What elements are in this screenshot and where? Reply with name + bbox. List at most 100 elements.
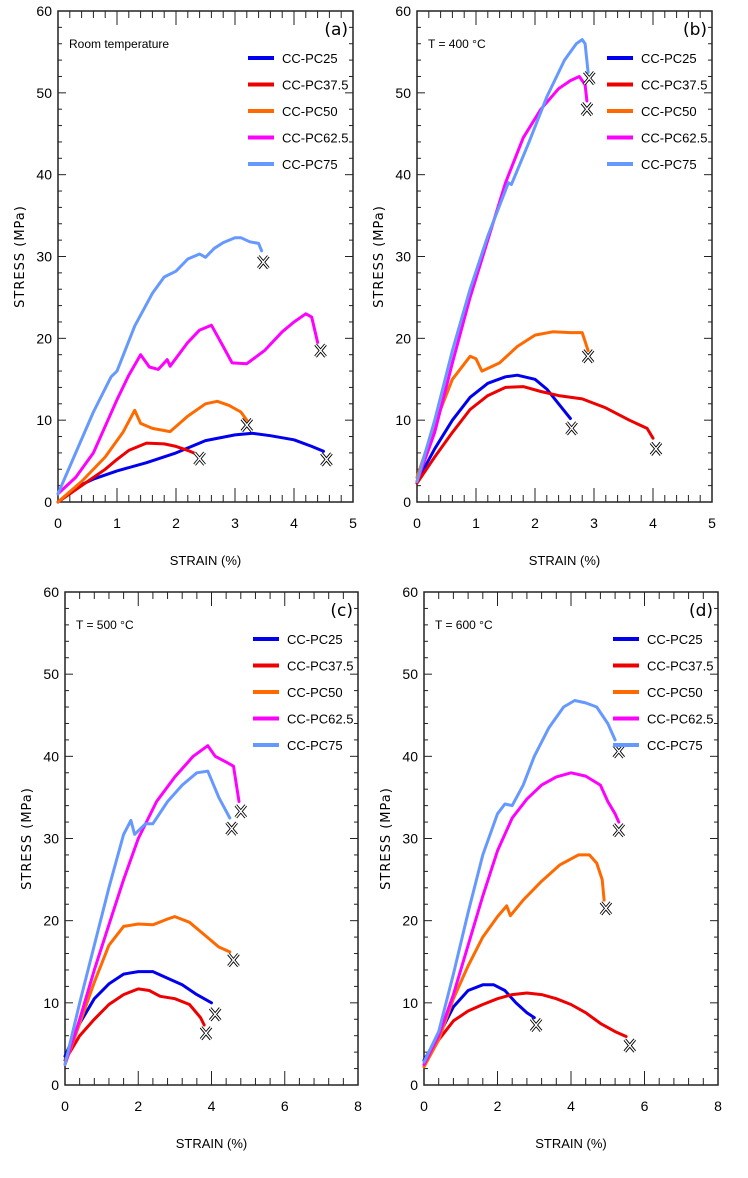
chart-panel-c: 0 2 4 6 8 0 10 20 30 40 50 60 STRAIN (%) STRESS (MPa)… [20,584,362,1151]
y-axis-title: STRESS (MPa) [20,787,35,890]
y-tick-label: 60 [43,584,59,600]
y-tick-label: 40 [36,167,52,183]
failure-x-inner [315,344,327,358]
y-tick-label: 20 [402,913,418,929]
legend-entry: CC-PC62.5 [287,712,353,727]
y-tick-label: 20 [36,330,52,346]
panel-label: (c) [330,601,353,621]
legend-entry: CC-PC50 [647,685,703,700]
legend-entry: CC-PC37.5 [282,78,348,93]
series-line-cc-pc50 [422,853,606,1069]
y-tick-label: 10 [402,995,418,1011]
legend-entry: CC-PC75 [287,738,343,753]
x-tick-label: 5 [349,515,357,531]
x-tick-label: 2 [172,515,180,531]
y-tick-label: 20 [395,330,411,346]
x-tick-label: 4 [567,1098,575,1114]
y-tick-label: 0 [51,1077,59,1093]
failure-x-inner [613,823,625,837]
x-tick-label: 1 [472,515,480,531]
legend-entry: CC-PC75 [641,157,697,172]
x-tick-label: 0 [54,515,62,531]
failure-marker [599,901,613,916]
series-line-cc-pc50 [56,399,249,504]
series-line-cc-pc37-5 [422,991,628,1066]
y-tick-label: 50 [395,85,411,101]
x-tick-label: 5 [708,515,716,531]
failure-x-inner [227,953,240,967]
y-tick-label: 50 [43,666,59,682]
y-tick-label: 60 [402,584,418,600]
failure-marker [581,349,595,364]
failure-x-inner [581,102,593,116]
failure-x-inner [226,822,238,836]
y-axis-title: STRESS (MPa) [379,787,394,890]
failure-x-inner [530,1018,542,1032]
x-tick-label: 8 [714,1098,722,1114]
series-line-cc-pc75 [63,769,232,1066]
x-tick-label: 3 [590,515,598,531]
x-tick-label: 0 [420,1098,428,1114]
legend-entry: CC-PC75 [647,738,703,753]
y-axis-title: STRESS (MPa) [372,205,387,308]
series-line-cc-pc50 [415,330,590,479]
legend: CC-PC25 CC-PC37.5 CC-PC50 CC-PC62.5 CC-PC75 [607,51,707,172]
series-line-cc-pc62-5 [422,771,621,1066]
failure-marker [623,1038,637,1053]
failure-x-inner [566,421,578,435]
failure-marker [583,71,596,86]
failure-marker [320,452,333,467]
failure-marker [565,421,578,436]
y-tick-label: 0 [44,494,52,510]
series-line-cc-pc37-5 [56,441,196,504]
failure-marker [227,953,240,968]
failure-x-inner [320,452,332,466]
series-line-cc-pc37-5 [63,987,206,1062]
y-tick-label: 40 [43,748,59,764]
failure-marker [208,1007,222,1022]
y-tick-label: 0 [403,494,411,510]
x-tick-label: 6 [641,1098,649,1114]
x-axis-title: STRAIN (%) [176,1136,248,1151]
legend-entry: CC-PC25 [641,51,697,66]
y-tick-label: 10 [36,412,52,428]
failure-marker [193,451,206,466]
y-tick-label: 30 [36,249,52,265]
legend-entry: CC-PC62.5 [641,131,707,146]
y-tick-label: 30 [395,249,411,265]
legend-entry: CC-PC50 [282,104,338,119]
panel-label: (a) [324,20,348,40]
y-tick-label: 60 [395,3,411,19]
y-tick-label: 30 [402,831,418,847]
temperature-annotation: T = 500 °C [76,618,134,632]
legend-entry: CC-PC37.5 [287,659,353,674]
x-axis-title: STRAIN (%) [535,1136,607,1151]
series-line-cc-pc62-5 [63,744,241,1066]
series-line-cc-pc50 [63,915,232,1066]
legend-entry: CC-PC25 [282,51,338,66]
failure-marker [612,744,626,759]
series-line-cc-pc75 [56,236,264,496]
failure-x-inner [209,1007,221,1021]
x-tick-label: 1 [113,515,121,531]
legend-entry: CC-PC75 [282,157,338,172]
failure-x-inner [200,1026,212,1040]
series-line-cc-pc25 [63,970,213,1058]
temperature-annotation: Room temperature [69,37,169,51]
y-tick-label: 60 [36,3,52,19]
failure-x-inner [241,418,253,432]
failure-x-inner [257,255,269,269]
panel-label: (b) [683,20,707,40]
series-line-cc-pc62-5 [415,75,589,483]
legend-entry: CC-PC25 [647,632,703,647]
y-tick-label: 50 [36,85,52,101]
y-tick-label: 20 [43,913,59,929]
x-tick-label: 4 [208,1098,216,1114]
legend-entry: CC-PC25 [287,632,343,647]
failure-x-inner [600,901,612,915]
temperature-annotation: T = 400 °C [428,37,486,51]
chart-panel-d: 0 2 4 6 8 0 10 20 30 40 50 60 STRAIN (%) STRESS (MPa)… [379,584,722,1151]
x-tick-label: 2 [494,1098,502,1114]
